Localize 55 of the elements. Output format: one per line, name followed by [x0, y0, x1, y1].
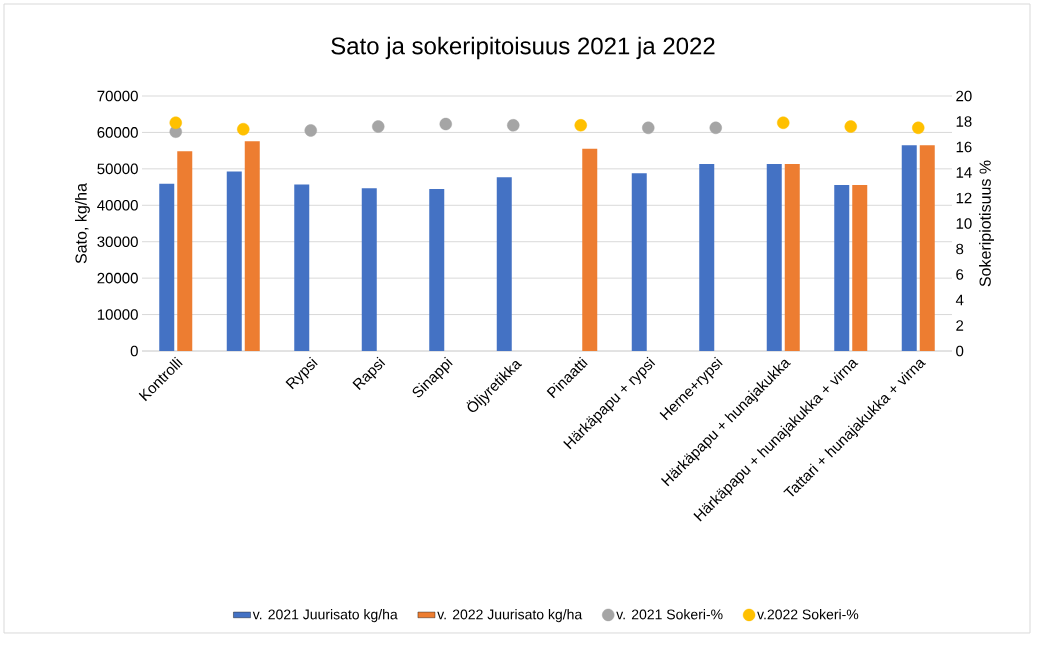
bar [496, 177, 512, 351]
point [237, 122, 250, 136]
y-tick-label: 50000 [97, 163, 138, 175]
bar [699, 164, 715, 351]
y2-tick-label: 6 [956, 269, 964, 280]
bar [429, 188, 445, 351]
y2-tick-label: 12 [956, 192, 972, 204]
point [169, 116, 182, 129]
y-tick-label: 30000 [97, 236, 138, 248]
y-tick-label: 0 [130, 345, 138, 357]
point [642, 121, 655, 135]
bar [631, 173, 647, 351]
bar [834, 184, 850, 351]
y2-tick-label: 20 [956, 90, 972, 102]
point [372, 120, 385, 133]
y2-tick-label: 14 [956, 167, 972, 178]
y2-tick-label: 2 [956, 320, 964, 331]
bar [294, 184, 310, 351]
y-tick-label: 20000 [97, 272, 138, 284]
bar [852, 184, 868, 351]
legend-label: v. 2022 Juurisato kg/ha [437, 609, 583, 623]
legend-label: v. 2021 Sokeri-% [616, 609, 723, 620]
y-tick-label: 70000 [97, 90, 138, 102]
y2-tick-label: 4 [955, 294, 964, 306]
y-tick-label: 10000 [97, 309, 138, 320]
point [439, 117, 452, 131]
point [709, 121, 722, 135]
y2-tick-label: 16 [956, 141, 972, 153]
bar [766, 164, 782, 351]
point [304, 124, 317, 137]
y-tick-label: 40000 [97, 199, 138, 211]
bar [226, 171, 242, 351]
bar [244, 141, 260, 351]
bar [784, 164, 800, 351]
bar [159, 183, 175, 351]
y2-tick-label: 8 [956, 243, 964, 255]
y2-tick-label: 0 [956, 345, 964, 357]
y2-tick-label: 10 [956, 218, 972, 229]
bar [901, 145, 917, 351]
y2-tick-label: 18 [956, 116, 972, 127]
point [912, 121, 925, 135]
bar [361, 188, 377, 351]
point [507, 119, 520, 132]
legend-label: v. 2021 Juurisato kg/ha [252, 609, 398, 623]
y-tick-label: 60000 [97, 127, 138, 138]
legend-label: v.2022 Sokeri-% [757, 609, 859, 620]
chart-title: Sato ja sokeripitoisuus 2021 ja 2022 [331, 36, 715, 60]
y2-axis-title: Sokeripiotisuus % [979, 160, 994, 287]
point [777, 116, 790, 129]
bar [582, 148, 598, 351]
bar [919, 145, 935, 351]
bar [177, 151, 193, 351]
point [574, 119, 587, 132]
point [844, 120, 857, 133]
y-axis-title: Sato, kg/ha [74, 183, 90, 264]
